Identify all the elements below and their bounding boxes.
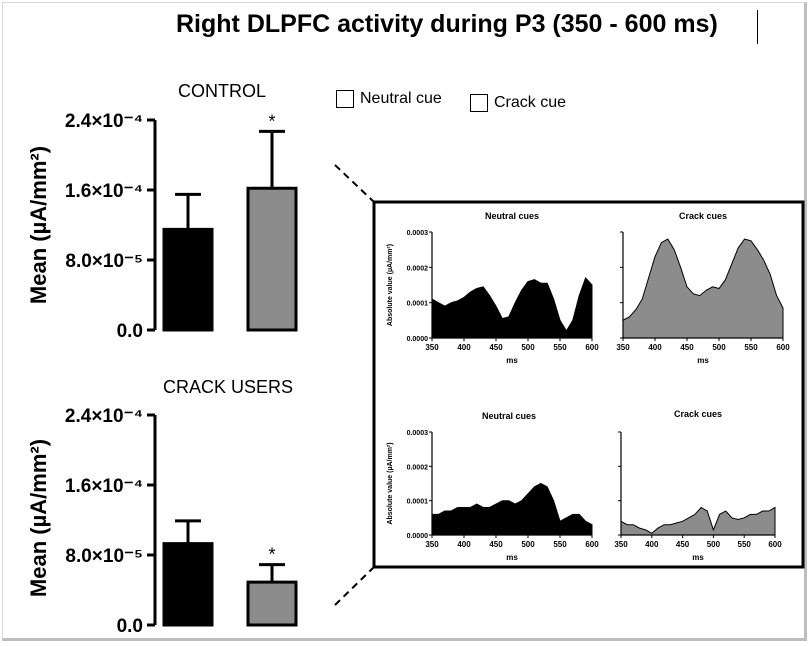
x-tick-label: 550 (553, 343, 567, 352)
bar-chart-control: CONTROL Mean (µA/mm²) 0.0 8.0×10⁻⁵ 1.6×10⁻⁴ 2… (26, 81, 298, 342)
x-tick-label: 600 (585, 540, 599, 549)
y-axis-label: Mean (µA/mm²) (26, 439, 51, 597)
legend-swatch-neutral (336, 90, 354, 108)
y-tick-label: 0.0003 (407, 430, 429, 437)
x-tick-label: 400 (648, 343, 662, 352)
legend-label-crack: Crack cue (494, 94, 567, 112)
zoom-connector-top (334, 164, 375, 203)
y-tick-label: 0.0000 (407, 336, 429, 343)
x-tick-label: 400 (457, 540, 471, 549)
bar-neutral (162, 542, 214, 627)
bar-chart-title: CONTROL (178, 81, 266, 101)
x-tick-label: 600 (776, 343, 790, 352)
bar-chart-crack-users: CRACK USERS Mean (µA/mm²) 0.0 8.0×10⁻⁵ 1.6×1… (26, 377, 298, 637)
y-tick-label: 0.0002 (407, 265, 429, 272)
y-tick-label: 1.6×10⁻⁴ (65, 181, 143, 202)
inset-chart-1: Neutral cues 350 400 450 500 550 600 ms 0.0000 0.… (387, 211, 599, 365)
y-axis-label: Absolute value (µA/mm²) (387, 244, 394, 326)
x-tick-label: 550 (553, 540, 567, 549)
bar-neutral (162, 227, 214, 332)
x-tick-label: 450 (676, 540, 690, 549)
x-axis-label: ms (506, 553, 518, 562)
legend-label-neutral: Neutral cue (360, 90, 442, 108)
y-tick-label: 0.0 (117, 616, 143, 637)
significance-marker: * (268, 545, 275, 565)
inset-chart-2: Crack cues 350 400 450 500 550 600 ms (616, 211, 790, 365)
x-tick-label: 350 (425, 343, 439, 352)
x-tick-label: 400 (457, 343, 471, 352)
x-tick-label: 600 (768, 540, 782, 549)
y-axis-label: Absolute value (µA/mm²) (387, 442, 394, 524)
x-tick-label: 400 (645, 540, 659, 549)
x-tick-label: 350 (425, 540, 439, 549)
y-tick-label: 8.0×10⁻⁵ (65, 546, 143, 567)
inset-chart-3: Neutral cues 350 400 450 500 550 600 ms 0.0000 0.… (387, 411, 599, 562)
inset-panel (372, 200, 805, 569)
bar-crack (246, 186, 298, 332)
x-tick-label: 600 (585, 343, 599, 352)
zoom-connector-bottom (334, 566, 375, 606)
area-series (431, 276, 593, 339)
text-caret (757, 10, 758, 44)
y-tick-label: 2.4×10⁻⁴ (65, 111, 143, 132)
y-tick-label: 0.0 (117, 321, 143, 342)
inset-chart-4: Crack cues 350 400 450 500 550 600 ms (614, 409, 782, 562)
x-axis-label: ms (506, 356, 518, 365)
x-tick-label: 500 (521, 540, 535, 549)
y-tick-label: 2.4×10⁻⁴ (65, 406, 143, 427)
x-tick-label: 500 (707, 540, 721, 549)
x-tick-label: 350 (614, 540, 628, 549)
bar-charts: CONTROL Mean (µA/mm²) 0.0 8.0×10⁻⁵ 1.6×10⁻⁴ 2… (26, 81, 298, 637)
x-tick-label: 550 (738, 540, 752, 549)
y-axis-label: Mean (µA/mm²) (26, 146, 51, 304)
y-tick-label: 0.0003 (407, 230, 429, 237)
area-series (620, 506, 776, 536)
x-tick-label: 450 (680, 343, 694, 352)
y-tick-label: 1.6×10⁻⁴ (65, 476, 143, 497)
x-axis-label: ms (697, 356, 709, 365)
x-axis-label: ms (692, 553, 704, 562)
bar-crack (246, 580, 298, 627)
y-tick-label: 8.0×10⁻⁵ (65, 251, 143, 272)
y-tick-label: 0.0000 (407, 533, 429, 540)
area-series (622, 238, 784, 339)
legend-swatch-crack (470, 94, 488, 112)
x-tick-label: 450 (489, 343, 503, 352)
x-tick-label: 350 (616, 343, 630, 352)
area-series (431, 482, 593, 536)
x-tick-label: 500 (521, 343, 535, 352)
y-tick-label: 0.0002 (407, 464, 429, 471)
figure-title: Right DLPFC activity during P3 (350 - 60… (176, 10, 718, 38)
significance-marker: * (268, 111, 275, 131)
bar-chart-title: CRACK USERS (163, 377, 293, 397)
y-tick-label: 0.0001 (407, 301, 429, 308)
inset-chart-title: Crack cues (674, 409, 722, 419)
legend-neutral: Neutral cue (336, 90, 442, 108)
legend-crack: Crack cue (470, 94, 566, 112)
inset-chart-title: Neutral cues (485, 211, 539, 221)
x-tick-label: 450 (489, 540, 503, 549)
inset-chart-title: Crack cues (679, 211, 727, 221)
y-tick-label: 0.0001 (407, 499, 429, 506)
x-tick-label: 500 (712, 343, 726, 352)
inset-chart-title: Neutral cues (482, 411, 536, 421)
x-tick-label: 550 (744, 343, 758, 352)
inset-charts: Neutral cues 350 400 450 500 550 600 ms 0.0000 0.… (387, 211, 790, 562)
